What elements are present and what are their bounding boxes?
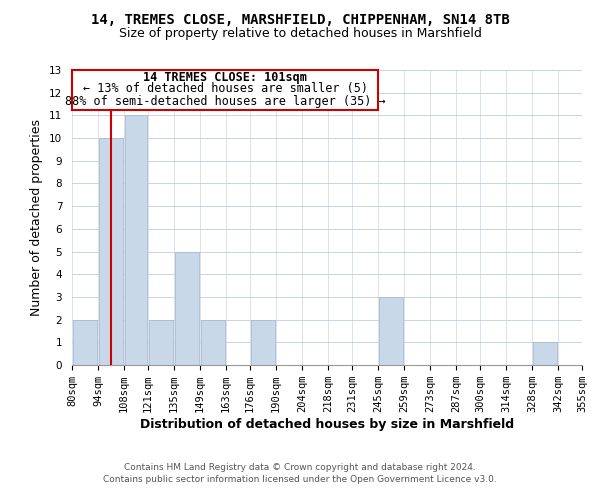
Y-axis label: Number of detached properties: Number of detached properties (31, 119, 43, 316)
Text: ← 13% of detached houses are smaller (5): ← 13% of detached houses are smaller (5) (83, 82, 367, 95)
Bar (533, 342, 557, 365)
Bar (379, 297, 403, 365)
Bar (251, 320, 275, 365)
Bar (73, 320, 97, 365)
Bar (125, 116, 147, 365)
Bar (175, 252, 199, 365)
X-axis label: Distribution of detached houses by size in Marshfield: Distribution of detached houses by size … (140, 418, 514, 431)
Text: 88% of semi-detached houses are larger (35) →: 88% of semi-detached houses are larger (… (65, 95, 385, 108)
FancyBboxPatch shape (72, 70, 378, 110)
Text: Contains HM Land Registry data © Crown copyright and database right 2024.: Contains HM Land Registry data © Crown c… (124, 464, 476, 472)
Text: 14 TREMES CLOSE: 101sqm: 14 TREMES CLOSE: 101sqm (143, 71, 307, 84)
Text: 14, TREMES CLOSE, MARSHFIELD, CHIPPENHAM, SN14 8TB: 14, TREMES CLOSE, MARSHFIELD, CHIPPENHAM… (91, 12, 509, 26)
Bar (201, 320, 225, 365)
Bar (149, 320, 173, 365)
Text: Size of property relative to detached houses in Marshfield: Size of property relative to detached ho… (119, 28, 481, 40)
Bar (99, 138, 123, 365)
Text: Contains public sector information licensed under the Open Government Licence v3: Contains public sector information licen… (103, 474, 497, 484)
